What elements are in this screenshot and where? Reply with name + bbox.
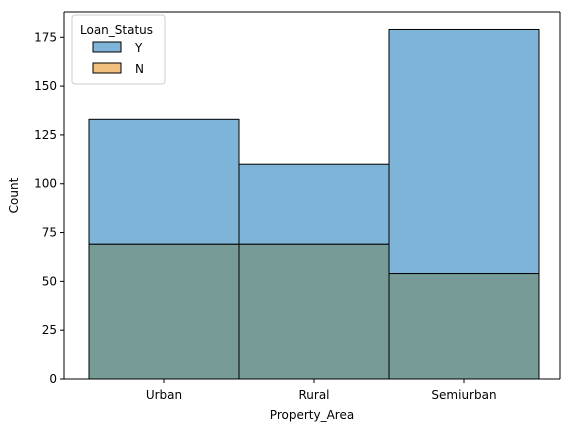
x-tick-label-rural: Rural	[298, 388, 329, 402]
y-tick-label-150: 150	[34, 79, 57, 93]
legend-label-y: Y	[134, 41, 143, 55]
x-tick-label-urban: Urban	[146, 388, 182, 402]
bar-y-rural	[238, 163, 390, 245]
bar-n-urban	[88, 243, 240, 380]
legend: Loan_Status Y N	[71, 14, 166, 85]
x-tick-label-semiurban: Semiurban	[431, 388, 496, 402]
y-axis-label: Count	[7, 177, 21, 213]
legend-label-n: N	[135, 62, 144, 76]
y-tick-label-25: 25	[42, 323, 57, 337]
legend-swatch-y	[92, 41, 122, 53]
bar-y-semiurban	[388, 28, 540, 275]
y-tick-label-175: 175	[34, 30, 57, 44]
bar-n-semiurban	[388, 273, 540, 380]
axes-group	[63, 11, 561, 380]
y-tick-label-75: 75	[42, 226, 57, 240]
bars-group	[88, 28, 540, 380]
y-tick-label-50: 50	[42, 274, 57, 288]
y-tick-label-100: 100	[34, 177, 57, 191]
y-tick-label-125: 125	[34, 128, 57, 142]
x-axis-label: Property_Area	[270, 408, 354, 422]
legend-swatch-n	[92, 62, 122, 74]
y-tick-label-0: 0	[49, 372, 57, 386]
bar-y-urban	[88, 118, 240, 245]
ticks-group: Urban Rural Semiurban 0 25 50 75 100 125 150 175	[34, 30, 496, 402]
legend-title: Loan_Status	[80, 23, 153, 37]
bar-n-rural	[238, 243, 390, 380]
